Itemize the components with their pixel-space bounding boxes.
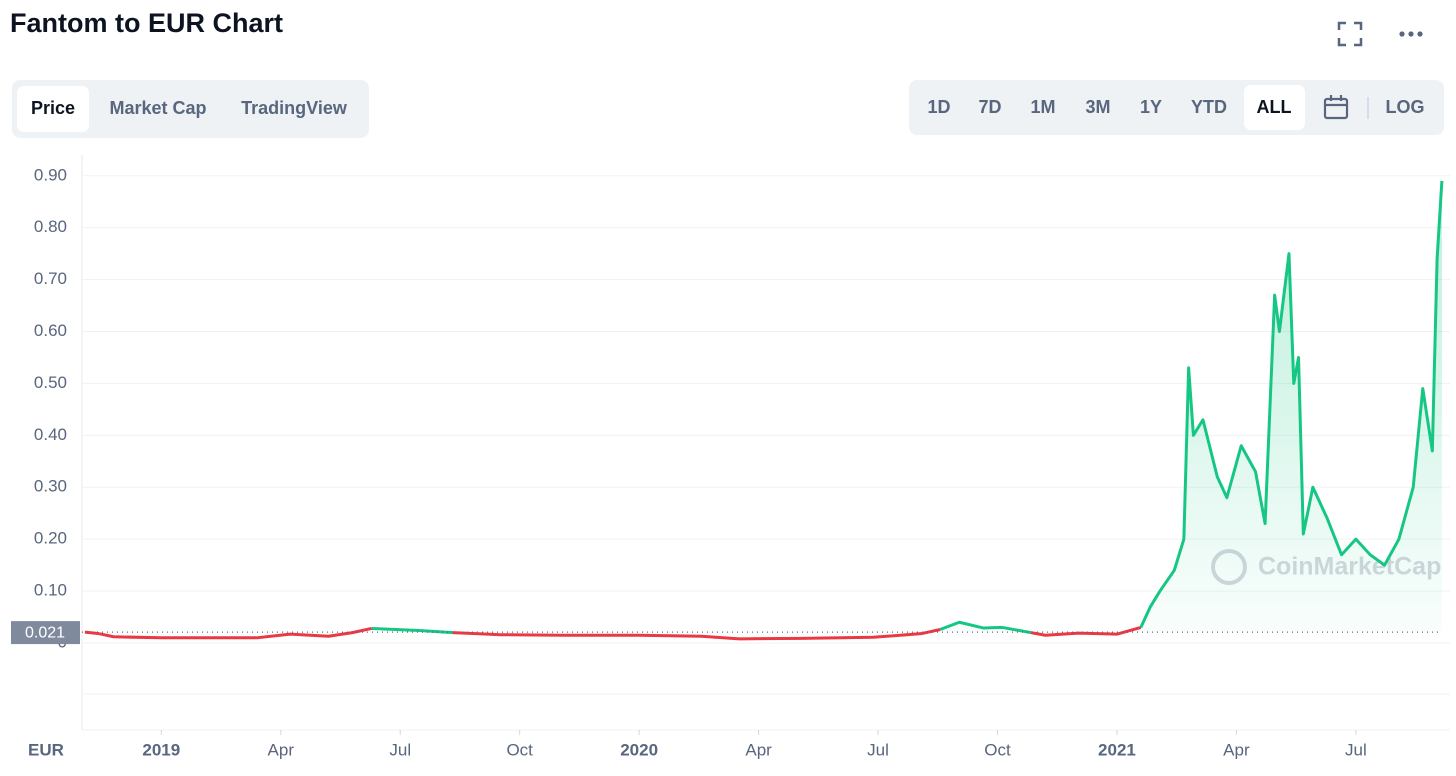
range-button[interactable]: ALL: [1257, 97, 1292, 117]
area-fill: [84, 180, 1442, 639]
y-tick-label: 0.90: [34, 165, 67, 184]
price-line: [452, 628, 941, 641]
range-button[interactable]: 1M: [1030, 97, 1055, 117]
y-tick-label: 0.70: [34, 269, 67, 288]
range-button[interactable]: YTD: [1191, 97, 1227, 117]
reference-label: 0.021: [25, 624, 65, 641]
x-tick-label: Oct: [506, 740, 533, 759]
x-tick-label: 2019: [142, 740, 180, 759]
x-tick-label: Apr: [1223, 740, 1250, 759]
y-tick-label: 0.20: [34, 529, 67, 548]
reference-box: [11, 621, 80, 645]
y-tick-label: 0.80: [34, 217, 67, 236]
log-button[interactable]: LOG: [1386, 97, 1425, 117]
x-tick-label: Oct: [984, 740, 1011, 759]
price-line: [1030, 625, 1142, 637]
range-button[interactable]: 1Y: [1140, 97, 1162, 117]
price-line: [371, 626, 453, 635]
price-line: [1139, 180, 1444, 629]
currency-label: EUR: [28, 740, 64, 759]
tab[interactable]: TradingView: [241, 98, 348, 118]
range-button[interactable]: 3M: [1085, 97, 1110, 117]
y-tick-label: 0.30: [34, 477, 67, 496]
x-tick-label: Apr: [745, 740, 772, 759]
calendar-icon[interactable]: [1323, 95, 1349, 120]
y-tick-label: 0.50: [34, 373, 67, 392]
tab[interactable]: Price: [31, 98, 75, 118]
y-tick-label: 0.40: [34, 425, 67, 444]
tab[interactable]: Market Cap: [109, 98, 206, 118]
range-button[interactable]: 1D: [927, 97, 950, 117]
range-group: [909, 80, 1444, 135]
price-line: [98, 626, 372, 640]
price-line: [939, 620, 1032, 635]
chart-title: Fantom to EUR Chart: [10, 8, 283, 38]
tab-group: [12, 80, 369, 138]
x-tick-label: Jul: [389, 740, 411, 759]
watermark-text: CoinMarketCap: [1258, 553, 1441, 581]
tab-selected: [17, 86, 89, 132]
watermark: CoinMarketCap: [1211, 549, 1441, 585]
x-tick-label: Jul: [1345, 740, 1367, 759]
x-tick-label: 2020: [620, 740, 658, 759]
more-icon[interactable]: [1399, 31, 1423, 37]
y-tick-label: 0.60: [34, 321, 67, 340]
range-button[interactable]: 7D: [978, 97, 1001, 117]
x-tick-label: Apr: [268, 740, 295, 759]
range-selected: [1244, 85, 1305, 130]
x-tick-label: 2021: [1098, 740, 1136, 759]
fullscreen-icon[interactable]: [1337, 21, 1363, 47]
y-tick-label: 0.10: [34, 581, 67, 600]
x-tick-label: Jul: [867, 740, 889, 759]
